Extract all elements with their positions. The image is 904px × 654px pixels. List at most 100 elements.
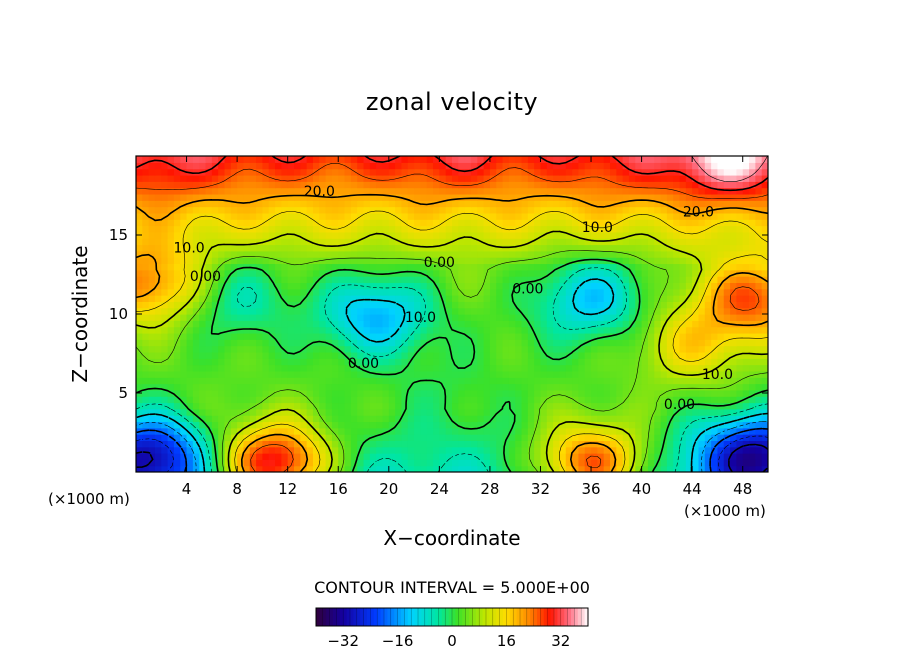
heatmap-cell [464, 238, 472, 246]
heatmap-cell [256, 162, 263, 170]
heatmap-cell [382, 345, 390, 353]
heatmap-cell [325, 282, 333, 290]
heatmap-cell [603, 206, 611, 214]
heatmap-cell [610, 168, 617, 176]
heatmap-cell [565, 269, 573, 277]
heatmap-cell [338, 219, 346, 227]
heatmap-cell [344, 187, 352, 195]
heatmap-cell [502, 219, 510, 227]
heatmap-cell [584, 219, 592, 227]
heatmap-cell [350, 370, 358, 378]
heatmap-cell [407, 326, 415, 334]
heatmap-cell [610, 276, 617, 283]
heatmap-cell [534, 269, 542, 277]
heatmap-cell [420, 446, 428, 454]
heatmap-cell [502, 257, 510, 265]
heatmap-cell [534, 282, 542, 290]
heatmap-cell [464, 162, 472, 170]
heatmap-cell [230, 389, 238, 397]
heatmap-cell [180, 193, 188, 201]
heatmap-cell [281, 200, 289, 208]
heatmap-cell [685, 427, 693, 435]
heatmap-cell [363, 307, 371, 315]
heatmap-cell [628, 427, 636, 435]
heatmap-cell [755, 193, 763, 201]
heatmap-cell [711, 320, 719, 328]
heatmap-cell [249, 396, 257, 404]
heatmap-cell [572, 364, 579, 372]
heatmap-cell [338, 389, 346, 397]
heatmap-cell [597, 219, 605, 227]
heatmap-cell [654, 295, 662, 302]
heatmap-cell [489, 244, 497, 252]
heatmap-cell [515, 181, 523, 189]
heatmap-cell [452, 231, 459, 239]
heatmap-cell [148, 326, 156, 334]
heatmap-cell [749, 225, 756, 233]
heatmap-cell [154, 446, 162, 454]
heatmap-cell [331, 307, 339, 315]
heatmap-cell [540, 446, 548, 454]
heatmap-cell [572, 383, 579, 391]
heatmap-cell [685, 446, 693, 454]
heatmap-cell [704, 156, 712, 163]
heatmap-cell [723, 257, 731, 265]
heatmap-cell [211, 345, 219, 353]
heatmap-cell [237, 174, 245, 182]
heatmap-cell [319, 206, 327, 214]
heatmap-cell [300, 389, 308, 397]
heatmap-cell [711, 351, 719, 359]
heatmap-cell [161, 225, 169, 233]
heatmap-cell [540, 465, 548, 472]
heatmap-cell [736, 282, 744, 290]
heatmap-cell [616, 193, 624, 201]
heatmap-cell [262, 421, 270, 429]
heatmap-cell [382, 193, 390, 201]
heatmap-cell [628, 351, 636, 359]
heatmap-cell [218, 453, 226, 460]
heatmap-cell [496, 295, 504, 302]
heatmap-cell [224, 402, 232, 410]
heatmap-cell [698, 174, 706, 182]
heatmap-cell [376, 174, 384, 182]
heatmap-cell [401, 383, 409, 391]
heatmap-cell [470, 206, 478, 214]
heatmap-cell [452, 364, 459, 372]
heatmap-cell [755, 408, 763, 416]
heatmap-cell [508, 200, 516, 208]
heatmap-cell [534, 200, 542, 208]
heatmap-cell [357, 459, 365, 467]
heatmap-cell [749, 269, 756, 277]
heatmap-cell [407, 174, 415, 182]
heatmap-cell [205, 276, 213, 283]
heatmap-cell [534, 307, 542, 315]
heatmap-cell [312, 263, 320, 271]
heatmap-cell [527, 345, 535, 353]
heatmap-cell [211, 421, 219, 429]
heatmap-cell [154, 162, 162, 170]
heatmap-cell [420, 408, 428, 416]
heatmap-cell [287, 459, 295, 467]
heatmap-cell [414, 206, 421, 214]
heatmap-cell [622, 181, 630, 189]
heatmap-cell [458, 446, 466, 454]
heatmap-cell [515, 276, 523, 283]
heatmap-cell [433, 301, 440, 309]
heatmap-cell [249, 181, 257, 189]
heatmap-cell [521, 276, 529, 283]
heatmap-cell [300, 276, 308, 283]
heatmap-cell [331, 263, 339, 271]
heatmap-cell [711, 276, 719, 283]
heatmap-cell [268, 465, 276, 472]
heatmap-cell [603, 408, 611, 416]
heatmap-cell [136, 295, 143, 302]
heatmap-cell [199, 440, 207, 448]
heatmap-cell [395, 282, 403, 290]
heatmap-cell [230, 168, 238, 176]
heatmap-cell [256, 364, 263, 372]
heatmap-cell [192, 174, 200, 182]
heatmap-cell [357, 389, 365, 397]
heatmap-cell [388, 181, 396, 189]
heatmap-cell [401, 212, 409, 220]
heatmap-cell [192, 307, 200, 315]
